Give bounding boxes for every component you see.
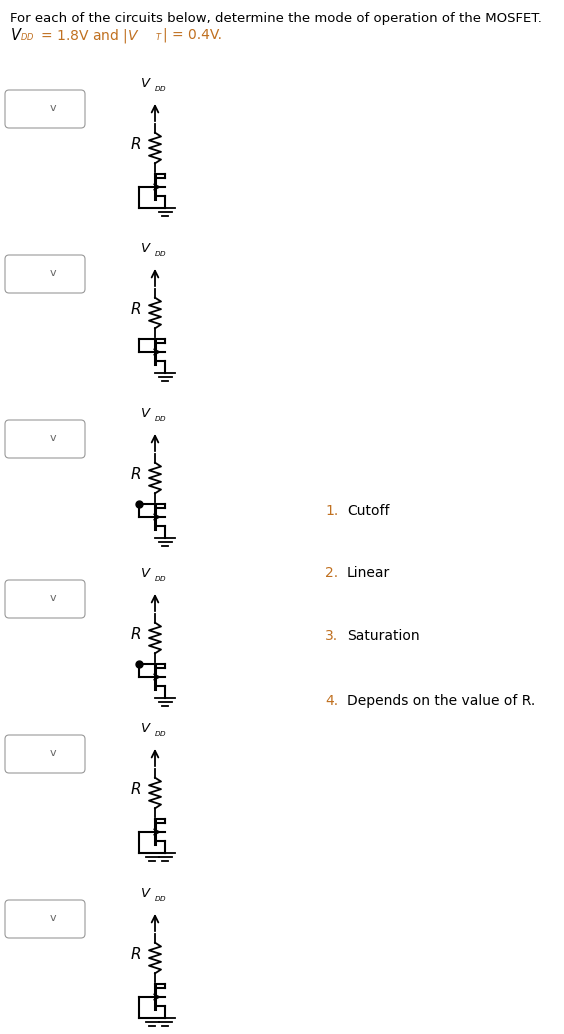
Text: v: v [50,268,56,278]
Text: $_{DD}$: $_{DD}$ [20,30,34,43]
Text: 3.: 3. [325,629,338,643]
Text: $V$: $V$ [140,242,152,255]
Text: $_{DD}$: $_{DD}$ [154,894,167,904]
Text: v: v [50,433,56,443]
Text: $R$: $R$ [130,626,141,642]
Text: $R$: $R$ [130,781,141,797]
Text: $V$: $V$ [10,27,23,43]
Text: $V$: $V$ [140,407,152,420]
FancyBboxPatch shape [5,580,85,618]
Text: $V$: $V$ [140,722,152,735]
Text: v: v [50,913,56,923]
Text: $_T$: $_T$ [155,30,162,43]
FancyBboxPatch shape [5,255,85,293]
Text: 1.: 1. [325,504,338,518]
FancyBboxPatch shape [5,420,85,458]
Text: Cutoff: Cutoff [347,504,390,518]
FancyBboxPatch shape [5,90,85,128]
Text: $V$: $V$ [140,887,152,900]
Text: 4.: 4. [325,694,338,708]
Text: $V$: $V$ [140,77,152,90]
Text: | = 0.4V.: | = 0.4V. [163,27,222,41]
Text: $_{DD}$: $_{DD}$ [154,729,167,739]
FancyBboxPatch shape [5,735,85,773]
Text: Depends on the value of R.: Depends on the value of R. [347,694,535,708]
Text: v: v [50,748,56,758]
Text: $R$: $R$ [130,946,141,962]
Text: Linear: Linear [347,566,390,580]
FancyBboxPatch shape [5,900,85,938]
Text: 2.: 2. [325,566,338,580]
Text: $R$: $R$ [130,301,141,317]
Text: $_{DD}$: $_{DD}$ [154,414,167,424]
Text: $_{DD}$: $_{DD}$ [154,84,167,94]
Text: $_{DD}$: $_{DD}$ [154,249,167,258]
Text: For each of the circuits below, determine the mode of operation of the MOSFET.: For each of the circuits below, determin… [10,12,542,25]
Text: $_{DD}$: $_{DD}$ [154,574,167,584]
Text: v: v [50,103,56,113]
Text: $R$: $R$ [130,136,141,152]
Text: $R$: $R$ [130,466,141,482]
Text: v: v [50,594,56,603]
Text: $V$: $V$ [140,567,152,580]
Text: Saturation: Saturation [347,629,420,643]
Text: = 1.8V and |$V$: = 1.8V and |$V$ [36,27,139,45]
